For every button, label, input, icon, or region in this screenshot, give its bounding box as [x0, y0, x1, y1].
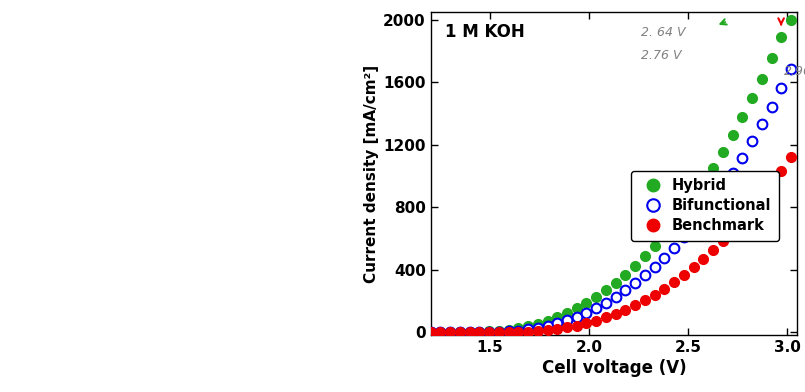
Y-axis label: Current density [mA/cm²]: Current density [mA/cm²] — [364, 64, 379, 283]
Legend: Hybrid, Bifunctional, Benchmark: Hybrid, Bifunctional, Benchmark — [631, 171, 778, 241]
X-axis label: Cell voltage (V): Cell voltage (V) — [542, 359, 686, 377]
Text: 2.76 V: 2.76 V — [642, 49, 682, 62]
Text: 2.96: 2.96 — [784, 65, 805, 78]
Text: 2. 64 V: 2. 64 V — [642, 26, 686, 39]
Text: 1 M KOH: 1 M KOH — [445, 23, 525, 41]
